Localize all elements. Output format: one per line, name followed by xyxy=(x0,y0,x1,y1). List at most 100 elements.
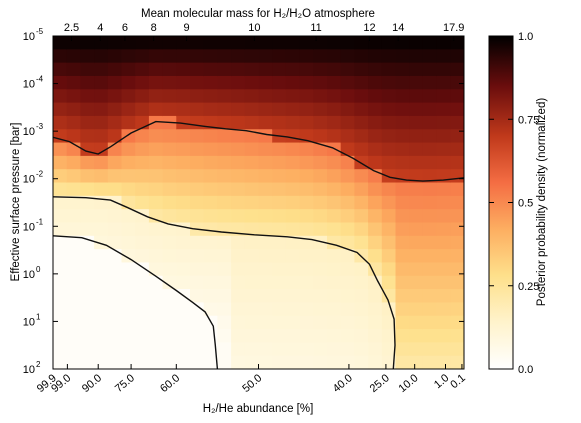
heatmap-cell xyxy=(176,275,191,290)
heatmap-cell xyxy=(162,155,177,170)
heatmap-cell xyxy=(231,315,246,330)
heatmap-cell xyxy=(422,289,438,303)
heatmap-cell xyxy=(422,315,438,330)
heatmap-cell xyxy=(231,249,246,264)
heatmap-cell xyxy=(272,235,287,250)
heatmap-cell xyxy=(66,355,81,369)
x-tick-label: 90.0 xyxy=(80,372,104,395)
heatmap-cell xyxy=(395,235,410,250)
heatmap-cell xyxy=(422,235,438,250)
heatmap-cell xyxy=(422,302,438,317)
heatmap-cell xyxy=(368,62,383,77)
heatmap-cell xyxy=(107,182,123,197)
heatmap-cell xyxy=(231,342,246,357)
heatmap-cell xyxy=(148,302,164,317)
heatmap-cell xyxy=(94,329,109,343)
top-axis-ticks: 2.5 4 6 8 9 10 11 12 14 17.9 xyxy=(64,22,464,41)
y-tick-exponent: -2 xyxy=(36,170,44,179)
heatmap-cell xyxy=(148,195,164,210)
heatmap-cell xyxy=(327,262,342,277)
heatmap-cell xyxy=(354,62,369,77)
heatmap-cell xyxy=(176,36,191,50)
heatmap-cell xyxy=(203,342,218,357)
heatmap-cell xyxy=(313,102,328,117)
heatmap-cell xyxy=(231,49,246,64)
heatmap-cell xyxy=(162,102,177,117)
heatmap-cell xyxy=(258,195,273,210)
heatmap-cell xyxy=(203,249,218,264)
heatmap-cell xyxy=(162,62,177,77)
heatmap-cell xyxy=(409,49,424,64)
heatmap-cell xyxy=(450,289,464,303)
heatmap-cell xyxy=(395,102,410,117)
heatmap-cell xyxy=(162,169,177,184)
heatmap-cell xyxy=(190,169,205,184)
heatmap-cell xyxy=(313,36,328,50)
heatmap-cell xyxy=(162,195,177,210)
heatmap-cell xyxy=(409,209,424,224)
heatmap-cell xyxy=(231,182,246,197)
heatmap-cell xyxy=(422,342,438,357)
heatmap-cell xyxy=(258,129,273,144)
heatmap-cell xyxy=(327,62,342,77)
heatmap-cell xyxy=(231,209,246,224)
heatmap-cell xyxy=(436,315,451,330)
heatmap-cell xyxy=(368,155,383,170)
heatmap-cell xyxy=(217,302,232,317)
heatmap-cell xyxy=(285,36,301,50)
heatmap-cell xyxy=(148,89,164,104)
heatmap-cell xyxy=(94,195,109,210)
heatmap-cell xyxy=(381,182,397,197)
heatmap-cell xyxy=(340,75,355,90)
heatmap-cell xyxy=(107,262,123,277)
heatmap-cell xyxy=(368,275,383,290)
heatmap-cell xyxy=(66,289,81,303)
heatmap-cell xyxy=(327,235,342,250)
heatmap-cell xyxy=(53,155,68,170)
heatmap-cell xyxy=(313,329,328,343)
heatmap-cell xyxy=(258,355,273,369)
heatmap-cell xyxy=(148,49,164,64)
heatmap-cell xyxy=(203,355,218,369)
heatmap-cell xyxy=(368,142,383,157)
heatmap-cell xyxy=(340,289,355,303)
heatmap-cell xyxy=(244,262,260,277)
heatmap-cell xyxy=(354,102,369,117)
heatmap-cell xyxy=(395,142,410,157)
heatmap-cell xyxy=(135,315,150,330)
heatmap-cell xyxy=(135,355,150,369)
heatmap-cell xyxy=(231,329,246,343)
heatmap-cell xyxy=(258,169,273,184)
heatmap-cell xyxy=(66,182,81,197)
heatmap-cell xyxy=(66,36,81,50)
heatmap-cell xyxy=(340,36,355,50)
heatmap-cell xyxy=(381,155,397,170)
y-tick-label: 10 xyxy=(23,364,35,376)
heatmap-cell xyxy=(190,329,205,343)
heatmap-cell xyxy=(340,209,355,224)
heatmap-cell xyxy=(340,102,355,117)
heatmap-cell xyxy=(285,302,301,317)
heatmap-cell xyxy=(436,342,451,357)
heatmap-cell xyxy=(422,262,438,277)
heatmap-cell xyxy=(285,49,301,64)
heatmap-cell xyxy=(436,75,451,90)
heatmap-cell xyxy=(148,355,164,369)
heatmap-cell xyxy=(135,222,150,237)
heatmap-cell xyxy=(107,355,123,369)
heatmap-cell xyxy=(190,235,205,250)
top-tick-label: 6 xyxy=(122,22,128,34)
heatmap-cell xyxy=(436,102,451,117)
heatmap-cell xyxy=(176,75,191,90)
heatmap-cell xyxy=(94,169,109,184)
heatmap-cell xyxy=(409,302,424,317)
heatmap-cell xyxy=(121,289,136,303)
heatmap-cell xyxy=(107,275,123,290)
heatmap-cell xyxy=(107,155,123,170)
heatmap-cell xyxy=(368,102,383,117)
y-tick-label: 10 xyxy=(23,31,35,43)
heatmap-cell xyxy=(190,355,205,369)
heatmap-cell xyxy=(135,49,150,64)
y-axis-title: Effective surface pressure [bar] xyxy=(10,123,22,282)
heatmap-cell xyxy=(327,102,342,117)
